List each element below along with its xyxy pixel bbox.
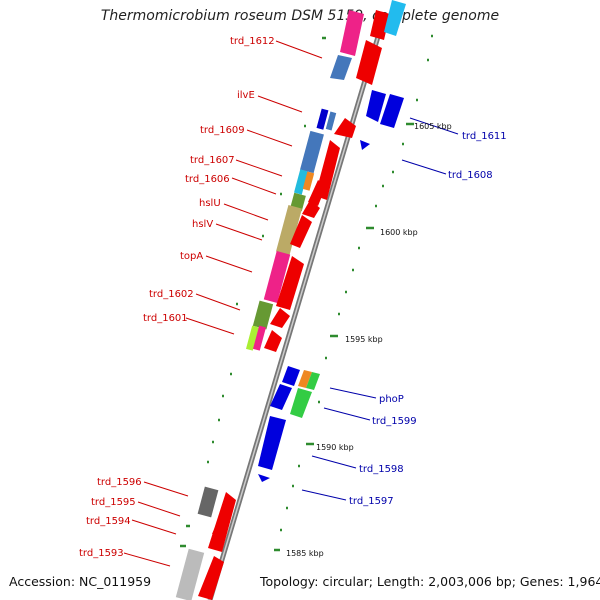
- gene-label-trd-1594: trd_1594: [86, 516, 131, 527]
- topology-text: Topology: circular; Length: 2,003,006 bp…: [260, 574, 600, 589]
- gene-label-trd-1598: trd_1598: [359, 464, 404, 475]
- gene-label-trd-1601: trd_1601: [143, 313, 188, 324]
- reverse-genes: [258, 0, 406, 482]
- left-leaders: [123, 40, 323, 567]
- accession-text: Accession: NC_011959: [9, 574, 152, 589]
- tick-1590: 1590 kbp: [316, 443, 354, 452]
- gene-label-trd-1593: trd_1593: [79, 548, 124, 559]
- gene-label-trd-1595: trd_1595: [91, 497, 136, 508]
- gene-label-phop: phoP: [379, 394, 404, 405]
- gene-label-trd-1599: trd_1599: [372, 416, 417, 427]
- gene-label-topa: topA: [180, 251, 203, 262]
- scale-markers: [180, 34, 433, 552]
- gene-label-trd-1611: trd_1611: [462, 131, 507, 142]
- gene-label-trd-1602: trd_1602: [149, 289, 194, 300]
- right-leaders: [301, 117, 459, 501]
- tick-1595: 1595 kbp: [345, 335, 383, 344]
- left-gene-labels: trd_1612 ilvE trd_1609 trd_1607 trd_1606…: [79, 36, 275, 559]
- gene-label-trd-1597: trd_1597: [349, 496, 394, 507]
- gene-label-hslv: hslV: [192, 219, 213, 230]
- gene-label-trd-1606: trd_1606: [185, 174, 230, 185]
- gene-label-hslu: hslU: [199, 198, 221, 209]
- tick-1600: 1600 kbp: [380, 228, 418, 237]
- gene-label-trd-1609: trd_1609: [200, 125, 245, 136]
- gene-label-ilve: ilvE: [237, 90, 255, 101]
- gene-label-trd-1596: trd_1596: [97, 477, 142, 488]
- gene-label-trd-1607: trd_1607: [190, 155, 235, 166]
- gene-label-trd-1608: trd_1608: [448, 170, 493, 181]
- forward-genes: [175, 10, 390, 600]
- tick-1605: 1605 kbp: [414, 122, 452, 131]
- tick-1585: 1585 kbp: [286, 549, 324, 558]
- scale-tick-labels: 1605 kbp 1600 kbp 1595 kbp 1590 kbp 1585…: [286, 122, 452, 558]
- right-gene-labels: trd_1611 trd_1608 phoP trd_1599 trd_1598…: [349, 131, 507, 507]
- gene-label-trd-1612: trd_1612: [230, 36, 275, 47]
